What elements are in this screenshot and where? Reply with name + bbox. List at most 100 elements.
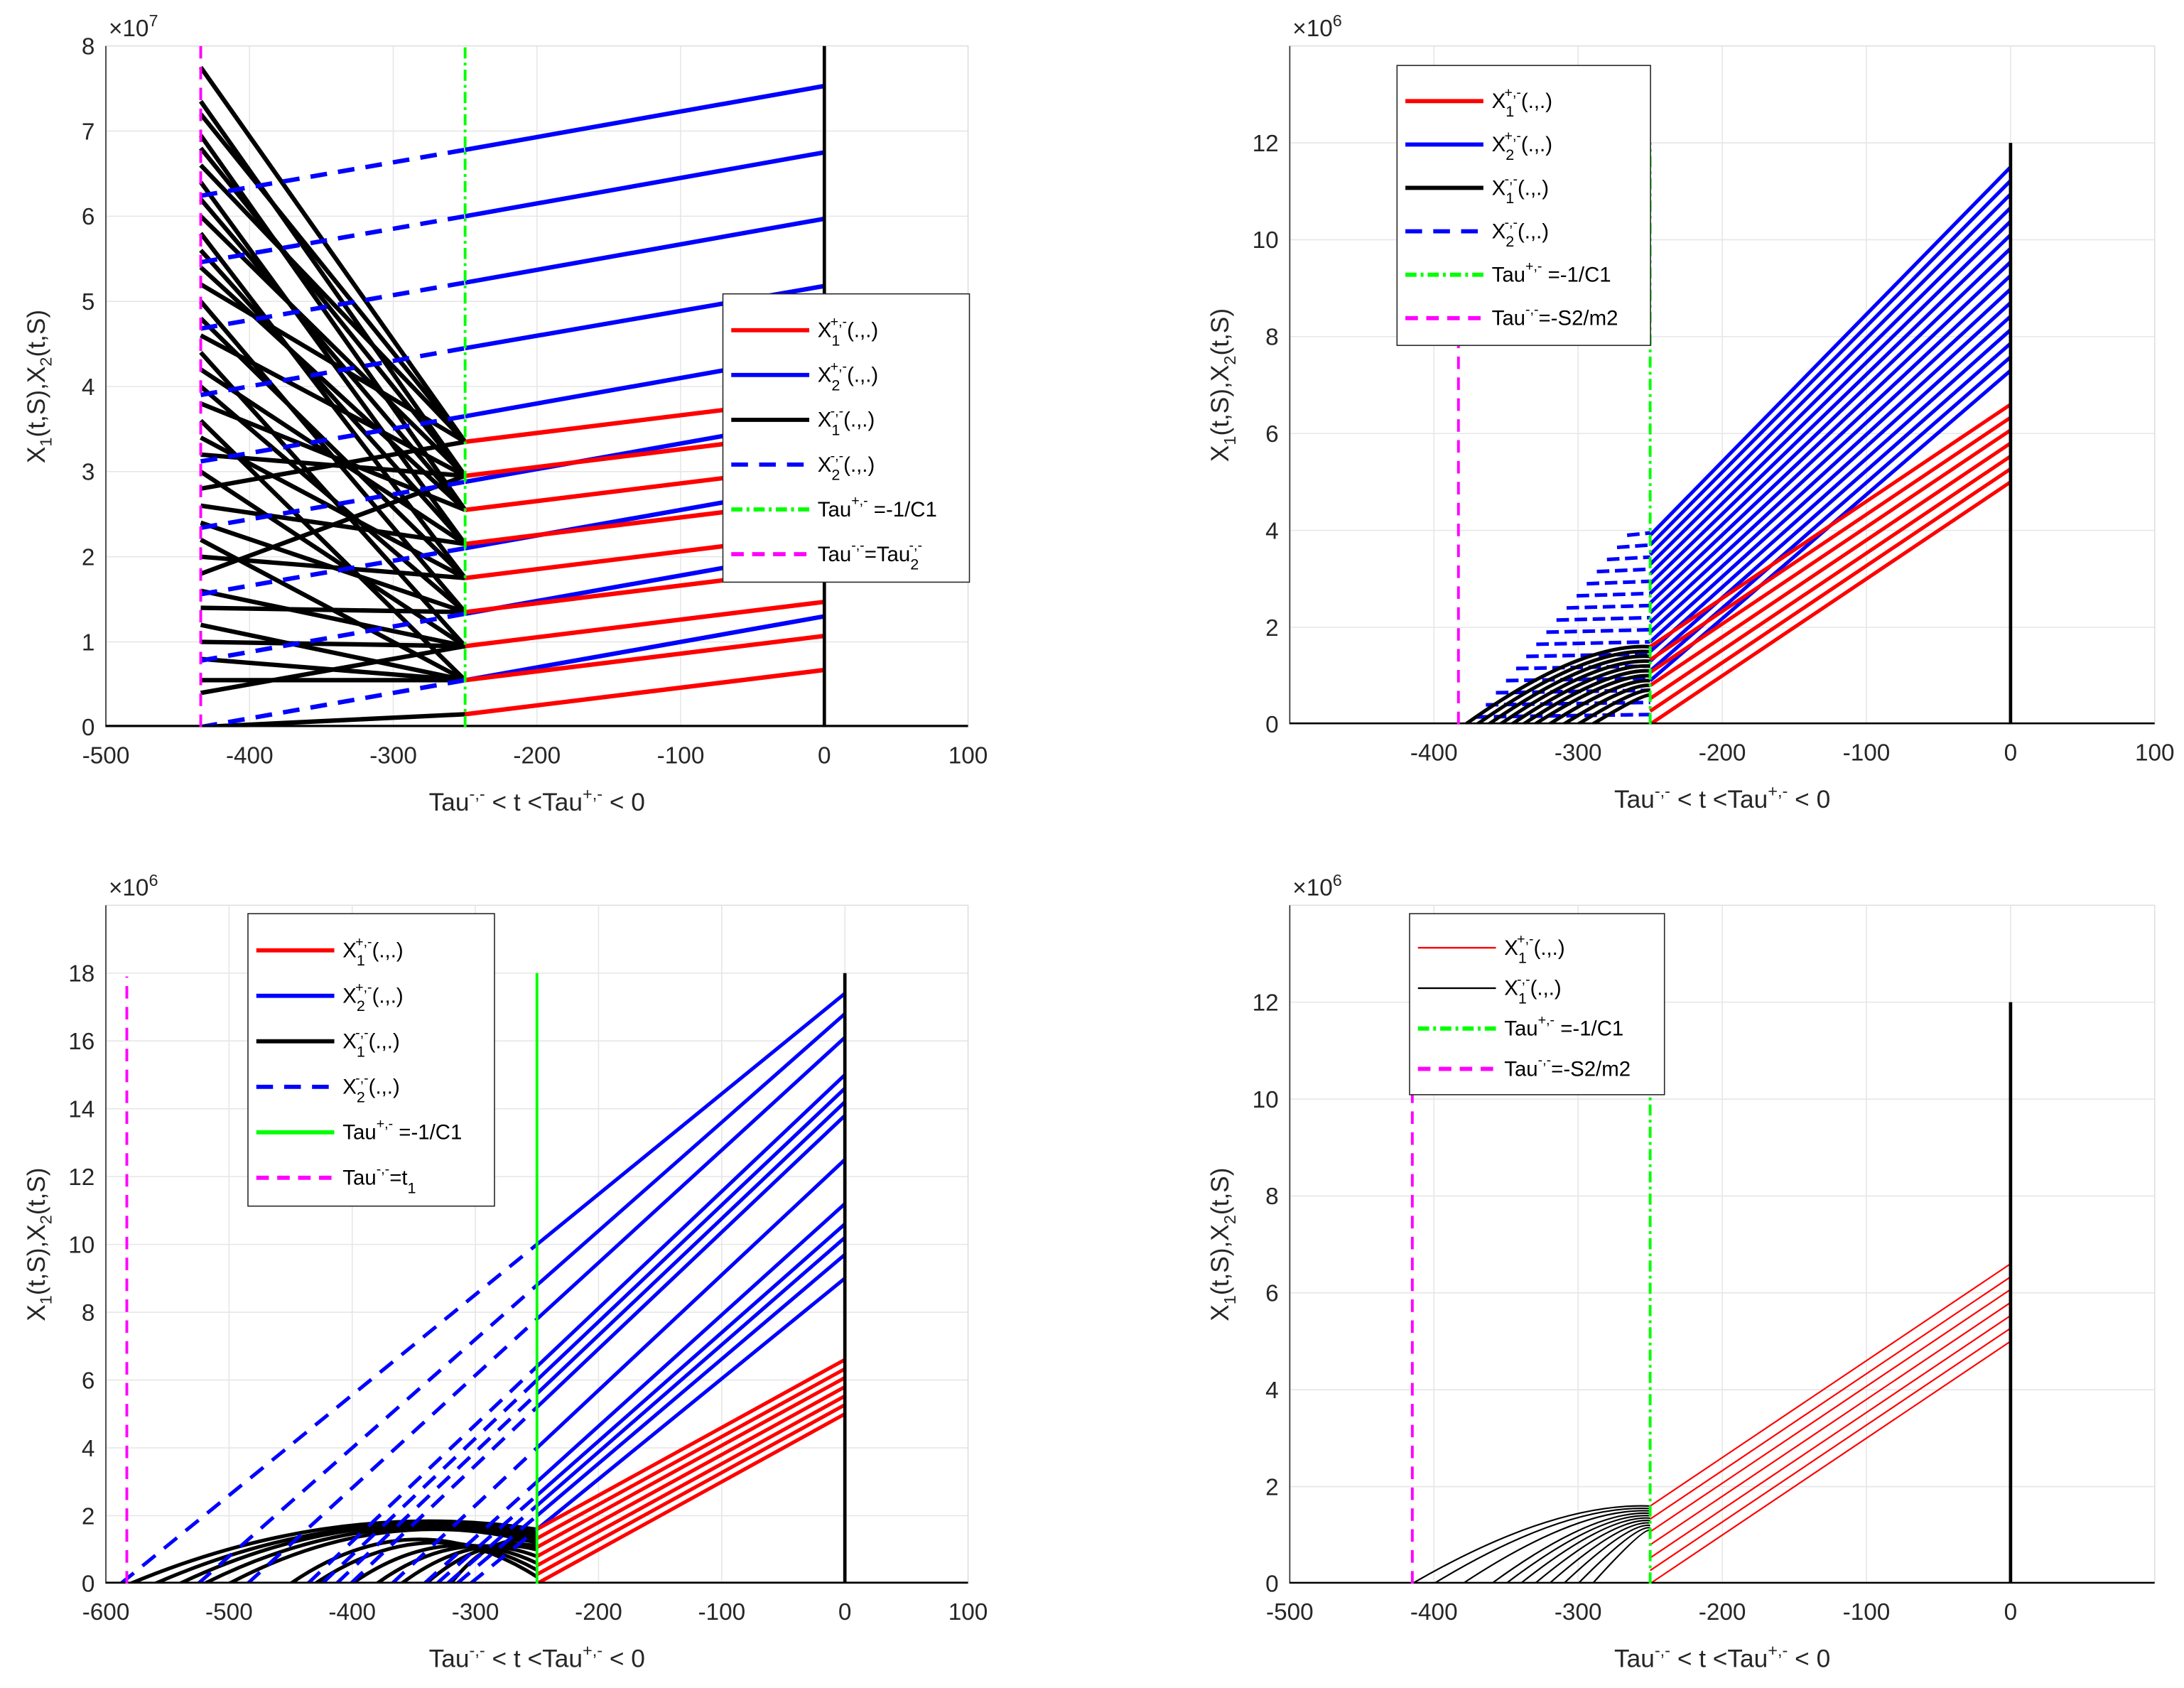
legend-sup: -,- xyxy=(1517,972,1530,988)
legend-tail: (.,.) xyxy=(847,319,878,342)
legend-box xyxy=(247,913,495,1207)
x2-minus-dashed-line xyxy=(1586,579,1650,586)
legend-tail: =-1/C1 xyxy=(393,1121,462,1145)
axis-exponent: ×106 xyxy=(109,871,158,902)
x-label-part: -,- xyxy=(1655,781,1670,800)
legend-base: Tau xyxy=(1492,263,1525,286)
x1-minus-curve xyxy=(1510,664,1650,725)
legend-label: Tau-,-=t1 xyxy=(342,1162,416,1196)
legend-base: Tau xyxy=(818,498,851,521)
x2-minus-dashed-line xyxy=(197,1283,539,1584)
x-tick-label: -200 xyxy=(575,1599,622,1625)
x2-plus-line xyxy=(536,1223,846,1497)
y-tick-label: 6 xyxy=(82,204,95,230)
legend-sup: -,- xyxy=(1525,302,1539,318)
legend-tail: (.,.) xyxy=(1530,977,1562,1000)
x-tick-label: 100 xyxy=(948,1599,988,1625)
x1-minus-line xyxy=(200,588,466,649)
y-tick-label: 0 xyxy=(82,715,95,741)
x1-minus-line xyxy=(200,333,467,478)
legend-sub: 2 xyxy=(1505,232,1514,250)
x2-plus-line xyxy=(536,1253,846,1517)
legend: X1+,-(.,.)X2+,-(.,.)X1-,-(.,.)X2-,-(.,.)… xyxy=(722,293,971,583)
legend: X1+,-(.,.)X2+,-(.,.)X1-,-(.,.)X2-,-(.,.)… xyxy=(1396,65,1651,346)
axis-exponent: ×106 xyxy=(1292,11,1342,42)
x2-plus-line xyxy=(1648,179,2012,546)
x1-minus-line xyxy=(199,215,467,478)
x-label-part: +,- xyxy=(1768,781,1788,800)
x1-minus-curve xyxy=(129,1519,538,1584)
legend-label: X1 -,-(.,.) xyxy=(818,404,875,438)
legend-base: X xyxy=(818,319,832,342)
legend-base: Tau xyxy=(342,1167,376,1190)
x1-minus-line xyxy=(198,65,467,443)
x1-minus-line xyxy=(199,282,467,444)
legend-base: X xyxy=(1492,90,1506,113)
x-tick-label: -200 xyxy=(513,742,561,769)
x2-plus-line xyxy=(1648,193,2012,556)
x1-minus-line xyxy=(199,198,467,512)
legend-tail: =-1/C1 xyxy=(1542,263,1611,286)
y-tick-label: 4 xyxy=(82,374,95,401)
y-label-part: 2 xyxy=(37,1215,55,1224)
legend-tail: (.,.) xyxy=(847,364,878,387)
x2-plus-line xyxy=(536,1202,846,1483)
legend-label: X1+,-(.,.) xyxy=(342,934,403,969)
y-label-part: (t,S) xyxy=(1206,1167,1234,1215)
x2-minus-dashed-line xyxy=(391,1446,539,1584)
x-label-part: < t <Tau xyxy=(485,789,583,816)
legend-base: Tau xyxy=(1492,307,1525,330)
x-tick-label: -400 xyxy=(328,1599,376,1625)
y-tick-label: 10 xyxy=(1253,227,1279,254)
x-tick-label: -200 xyxy=(1699,1599,1746,1625)
legend-sup: +,- xyxy=(377,1116,393,1132)
x1-minus-curve xyxy=(375,1544,538,1584)
y-axis-label: X1(t,S),X2(t,S) xyxy=(1206,1167,1239,1321)
x1-minus-curve xyxy=(1533,673,1650,725)
x1-minus-curve xyxy=(1476,649,1650,725)
y-label-part: X xyxy=(23,447,50,464)
x1-plus-line xyxy=(1649,455,2012,700)
x1-minus-curve xyxy=(1577,688,1650,725)
legend-sub: 1 xyxy=(1505,102,1514,120)
legend-sub: 1 xyxy=(408,1179,416,1196)
y-tick-label: 6 xyxy=(1265,421,1279,448)
legend-sup: +,- xyxy=(355,934,372,950)
x1-plus-line xyxy=(536,1403,846,1576)
x-tick-label: -600 xyxy=(82,1599,130,1625)
y-axis-label: X1(t,S),X2(t,S) xyxy=(23,310,55,463)
x2-plus-line xyxy=(1648,301,2012,634)
y-tick-label: 5 xyxy=(82,289,95,315)
legend-base: X xyxy=(818,409,832,432)
legend-base: X xyxy=(342,938,357,962)
chart-panel-top-left: -500 -400 -300 -200 -100 0 100012345678×107Tau… xyxy=(23,11,988,816)
x1-plus-line xyxy=(536,1394,846,1567)
y-tick-label: 12 xyxy=(1253,131,1279,157)
legend-sub: 1 xyxy=(831,421,840,438)
x1-minus-line xyxy=(200,554,465,580)
y-label-part: X xyxy=(23,1304,50,1321)
y-tick-label: 6 xyxy=(1265,1281,1279,1307)
legend-sup: -,- xyxy=(851,538,865,553)
y-tick-label: 4 xyxy=(82,1436,95,1462)
x1-minus-line xyxy=(199,163,467,444)
x1-minus-curve xyxy=(1499,659,1650,725)
x2-minus-dashed-line xyxy=(1577,591,1650,598)
legend-sup: +,- xyxy=(1525,259,1542,274)
x1-plus-line xyxy=(1650,1341,2011,1584)
y-label-part: 2 xyxy=(1221,356,1239,365)
y-tick-label: 1 xyxy=(82,629,95,656)
x2-minus-dashed-line xyxy=(200,413,466,464)
x2-minus-dashed-line xyxy=(469,1527,539,1584)
x1-minus-curve xyxy=(1548,1522,1650,1584)
legend-tail: (.,.) xyxy=(1521,133,1552,156)
y-tick-label: 0 xyxy=(1265,712,1279,738)
y-tick-label: 7 xyxy=(82,119,95,145)
x2-minus-dashed-line xyxy=(200,147,466,198)
x2-plus-line xyxy=(1648,206,2012,566)
data-layer xyxy=(1290,143,2155,725)
chart-panel-bottom-left: -600 -500 -400 -300 -200 -100 0 100024681012141… xyxy=(23,871,988,1673)
legend-base: Tau xyxy=(1504,1017,1537,1041)
exponent-power: 6 xyxy=(1333,871,1342,889)
legend-label: Tau+,- =-1/C1 xyxy=(818,493,937,521)
